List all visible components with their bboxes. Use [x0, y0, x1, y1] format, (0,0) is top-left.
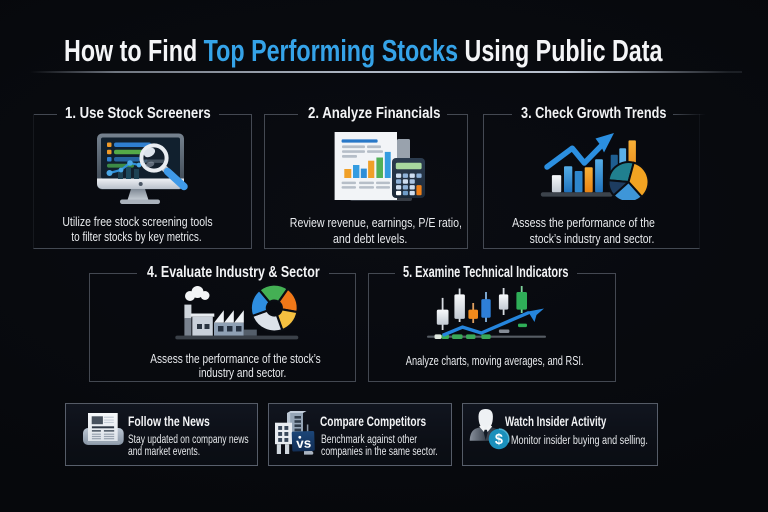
svg-text:$: $	[495, 432, 503, 448]
svg-text:vs: vs	[296, 436, 312, 452]
